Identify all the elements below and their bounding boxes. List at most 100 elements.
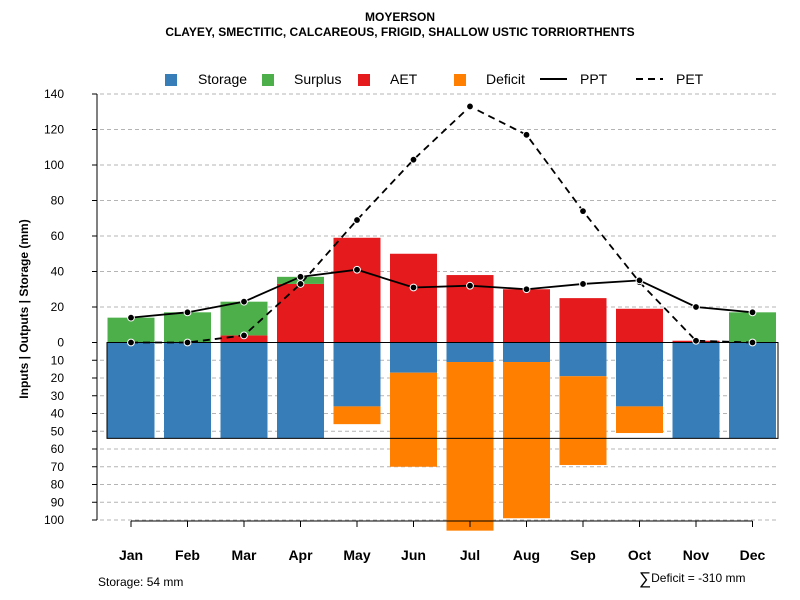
x-tick-label: Mar — [232, 547, 257, 563]
y-axis-label: Inputs | Outputs | Storage (mm) — [17, 219, 31, 398]
x-tick-label: Sep — [570, 547, 596, 563]
ppt-line-point — [296, 272, 305, 281]
legend-label-ppt: PPT — [580, 71, 608, 87]
storage-bar — [672, 342, 720, 439]
legend-swatch-storage — [165, 74, 177, 86]
x-tick-label: Dec — [740, 547, 766, 563]
legend-label-storage: Storage — [198, 71, 247, 87]
surplus-bar — [164, 312, 211, 343]
ppt-line-point — [127, 313, 135, 322]
legend-label-surplus: Surplus — [294, 71, 341, 87]
storage-bar — [107, 342, 155, 439]
x-tick-label: Jan — [119, 547, 143, 563]
x-tick-label: Nov — [683, 547, 710, 563]
storage-bar — [503, 342, 550, 363]
x-tick-label: Apr — [288, 547, 313, 563]
storage-bar — [277, 342, 324, 439]
ppt-line-point — [692, 303, 700, 311]
ppt-line-point — [409, 283, 418, 292]
y-tick-label: 100 — [44, 158, 64, 172]
y-tick-label: 40 — [51, 407, 65, 421]
pet-line — [131, 105, 753, 344]
legend-swatch-deficit — [454, 74, 466, 86]
ppt-line-point — [748, 308, 757, 317]
aet-bar — [616, 308, 663, 343]
y-tick-label: 80 — [51, 478, 65, 492]
y-tick-label: 80 — [51, 194, 65, 208]
aet-bar — [277, 283, 324, 343]
y-tick-label: 20 — [51, 300, 65, 314]
surplus-bar — [729, 312, 776, 343]
x-tick-label: Aug — [513, 547, 540, 563]
ppt-line-point — [353, 265, 361, 274]
chart-subtitle: CLAYEY, SMECTITIC, CALCAREOUS, FRIGID, S… — [165, 25, 635, 39]
ppt-line-point — [579, 280, 587, 288]
x-tick-label: Oct — [628, 547, 652, 563]
y-tick-label: 0 — [57, 336, 64, 350]
legend-label-aet: AET — [390, 71, 418, 87]
deficit-bar — [559, 376, 607, 465]
storage-bar — [390, 342, 437, 373]
deficit-note-text: Deficit = -310 mm — [651, 571, 746, 585]
storage-bar — [616, 342, 663, 407]
x-tick-label: Jun — [401, 547, 426, 563]
aet-bar — [503, 289, 550, 343]
ppt-line-point — [522, 285, 531, 294]
x-tick-label: May — [343, 547, 370, 563]
chart-title: MOYERSON — [364, 10, 435, 24]
pet-line-point — [409, 155, 418, 164]
deficit-bar — [333, 406, 381, 425]
storage-bar — [446, 342, 494, 363]
pet-line-point — [353, 216, 361, 224]
pet-line-point — [522, 130, 531, 139]
y-tick-label: 60 — [51, 442, 65, 456]
legend-label-deficit: Deficit — [486, 71, 525, 87]
y-tick-label: 60 — [51, 229, 65, 243]
x-tick-label: Feb — [175, 547, 200, 563]
aet-bar — [559, 298, 607, 343]
y-tick-label: 70 — [51, 460, 65, 474]
ppt-line-point — [240, 297, 248, 306]
pet-line-point — [183, 338, 192, 347]
ppt-line-point — [183, 308, 192, 317]
storage-bar — [729, 342, 776, 439]
storage-capacity-box — [106, 342, 779, 439]
y-tick-label: 50 — [51, 424, 65, 438]
legend-swatch-aet — [358, 74, 370, 86]
y-tick-label: 10 — [51, 353, 65, 367]
y-tick-label: 90 — [51, 495, 65, 509]
surplus-bar — [107, 317, 155, 343]
deficit-bar — [616, 406, 663, 434]
surplus-bar — [220, 301, 268, 336]
y-tick-label: 30 — [51, 389, 65, 403]
pet-line-point — [240, 331, 248, 340]
pet-line-point — [579, 207, 587, 216]
deficit-note: ∑Deficit = -310 mm — [639, 569, 745, 589]
ppt-line — [130, 268, 753, 319]
sum-symbol-icon: ∑ — [639, 569, 652, 588]
y-tick-label: 140 — [44, 87, 64, 101]
ppt-line-point — [635, 276, 644, 285]
y-tick-label: 20 — [51, 371, 65, 385]
aet-bar — [390, 253, 437, 343]
y-tick-label: 120 — [44, 123, 64, 137]
pet-line-point — [748, 338, 757, 347]
ppt-line-point — [466, 281, 474, 290]
x-tick-label: Jul — [460, 547, 480, 563]
storage-bar — [559, 342, 607, 377]
aet-bar — [333, 237, 381, 343]
deficit-bar — [390, 372, 437, 467]
deficit-bar — [446, 362, 494, 531]
y-tick-label: 40 — [51, 265, 65, 279]
pet-line-point — [296, 280, 305, 288]
deficit-bar — [503, 362, 550, 519]
storage-bar — [333, 342, 381, 407]
storage-bar — [164, 342, 211, 439]
y-tick-label: 100 — [44, 513, 64, 527]
legend-label-pet: PET — [676, 71, 704, 87]
legend-swatch-surplus — [262, 74, 274, 86]
pet-line-point — [127, 338, 135, 347]
pet-line-point — [466, 102, 474, 111]
pet-line-point — [692, 336, 700, 345]
